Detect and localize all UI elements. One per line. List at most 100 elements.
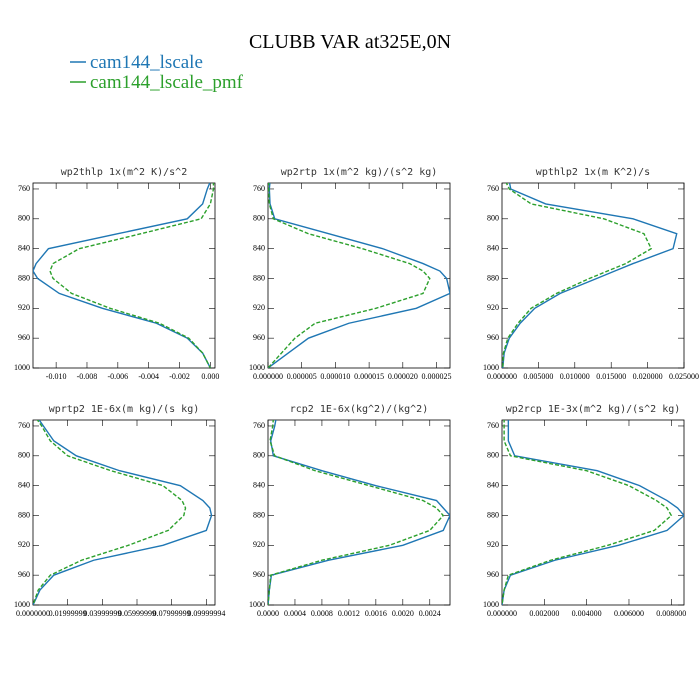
profile-line bbox=[268, 420, 450, 605]
x-tick-label: -0.010 bbox=[46, 372, 67, 381]
y-tick-label: 960 bbox=[487, 570, 499, 579]
y-tick-label: 880 bbox=[18, 273, 30, 282]
x-tick-label: 0.020000 bbox=[633, 372, 663, 381]
x-tick-label: 0.000020 bbox=[388, 372, 418, 381]
y-tick-label: 840 bbox=[18, 243, 30, 252]
y-tick-label: 880 bbox=[487, 510, 499, 519]
plot-frame bbox=[267, 182, 451, 369]
y-tick-label: 760 bbox=[18, 184, 30, 193]
y-tick-label: 960 bbox=[253, 570, 265, 579]
x-tick-label: -0.006 bbox=[107, 372, 128, 381]
panel-title: wp2rtp 1x(m^2 kg)/(s^2 kg) bbox=[281, 167, 438, 178]
profile-line bbox=[502, 183, 678, 368]
y-tick-label: 1000 bbox=[14, 363, 30, 372]
x-tick-label: 0.000000 bbox=[253, 372, 283, 381]
y-tick-label: 800 bbox=[18, 214, 30, 223]
plot-frame bbox=[501, 419, 685, 606]
x-tick-label: 0.006000 bbox=[614, 609, 644, 618]
x-tick-label: 0.000 bbox=[201, 372, 219, 381]
x-tick-label: -0.008 bbox=[77, 372, 98, 381]
panel-title: wp2rcp 1E-3x(m^2 kg)/(s^2 kg) bbox=[506, 404, 681, 415]
x-tick-label: 0.000010 bbox=[320, 372, 350, 381]
y-tick-label: 920 bbox=[487, 303, 499, 312]
y-tick-label: 760 bbox=[487, 421, 499, 430]
profile-line bbox=[33, 183, 211, 368]
x-tick-label: 0.09999994 bbox=[187, 609, 225, 618]
x-tick-label: 0.000005 bbox=[287, 372, 317, 381]
x-tick-label: 0.0000000 bbox=[16, 609, 50, 618]
x-tick-label: 0.07999999 bbox=[153, 609, 191, 618]
y-tick-label: 800 bbox=[18, 451, 30, 460]
y-tick-label: 880 bbox=[18, 510, 30, 519]
figure-title: CLUBB VAR at325E,0N bbox=[249, 31, 451, 53]
x-tick-label: 0.03999999 bbox=[83, 609, 121, 618]
profile-line bbox=[268, 420, 445, 605]
x-tick-label: 0.0004 bbox=[284, 609, 306, 618]
legend-label: cam144_lscale bbox=[90, 52, 203, 73]
x-tick-label: 0.0000 bbox=[257, 609, 279, 618]
y-tick-label: 1000 bbox=[14, 600, 30, 609]
profile-line bbox=[268, 183, 431, 368]
y-tick-label: 880 bbox=[487, 273, 499, 282]
profile-line bbox=[502, 183, 653, 368]
y-tick-label: 840 bbox=[487, 480, 499, 489]
x-tick-label: 0.005000 bbox=[523, 372, 553, 381]
y-tick-label: 760 bbox=[487, 184, 499, 193]
y-tick-label: 840 bbox=[253, 480, 265, 489]
x-tick-label: 0.010000 bbox=[560, 372, 590, 381]
profile-line bbox=[33, 420, 187, 605]
y-tick-label: 800 bbox=[253, 451, 265, 460]
y-tick-label: 880 bbox=[253, 510, 265, 519]
x-tick-label: 0.05999999 bbox=[118, 609, 156, 618]
plot-frame bbox=[267, 419, 451, 606]
profile-line bbox=[268, 183, 450, 368]
panel-title: wp2thlp 1x(m^2 K)/s^2 bbox=[61, 167, 187, 178]
x-tick-label: 0.0016 bbox=[365, 609, 387, 618]
y-tick-label: 840 bbox=[253, 243, 265, 252]
y-tick-label: 920 bbox=[253, 303, 265, 312]
panel-title: wpthlp2 1x(m K^2)/s bbox=[536, 167, 650, 178]
y-tick-label: 840 bbox=[487, 243, 499, 252]
y-tick-label: 760 bbox=[253, 184, 265, 193]
y-tick-label: 960 bbox=[18, 333, 30, 342]
x-tick-label: 0.000015 bbox=[354, 372, 384, 381]
plot-frame bbox=[32, 182, 216, 369]
panel-title: wprtp2 1E-6x(m kg)/(s kg) bbox=[49, 404, 200, 415]
y-tick-label: 1000 bbox=[249, 600, 265, 609]
y-tick-label: 1000 bbox=[483, 363, 499, 372]
y-tick-label: 800 bbox=[487, 214, 499, 223]
y-tick-label: 1000 bbox=[249, 363, 265, 372]
y-tick-label: 920 bbox=[487, 540, 499, 549]
y-tick-label: 960 bbox=[18, 570, 30, 579]
y-tick-label: 960 bbox=[487, 333, 499, 342]
x-tick-label: 0.004000 bbox=[572, 609, 602, 618]
x-tick-label: 0.025000 bbox=[669, 372, 699, 381]
y-tick-label: 920 bbox=[18, 540, 30, 549]
x-tick-label: 0.0020 bbox=[392, 609, 414, 618]
x-tick-label: -0.004 bbox=[138, 372, 159, 381]
profile-line bbox=[33, 420, 213, 605]
x-tick-label: 0.0024 bbox=[419, 609, 441, 618]
y-tick-label: 760 bbox=[253, 421, 265, 430]
x-tick-label: 0.015000 bbox=[596, 372, 626, 381]
y-tick-label: 880 bbox=[253, 273, 265, 282]
y-tick-label: 960 bbox=[253, 333, 265, 342]
y-tick-label: 920 bbox=[18, 303, 30, 312]
x-tick-label: 0.008000 bbox=[656, 609, 686, 618]
x-tick-label: -0.002 bbox=[169, 372, 190, 381]
profile-line bbox=[49, 183, 215, 368]
y-tick-label: 840 bbox=[18, 480, 30, 489]
y-tick-label: 920 bbox=[253, 540, 265, 549]
y-tick-label: 800 bbox=[487, 451, 499, 460]
x-tick-label: 0.0012 bbox=[338, 609, 360, 618]
profile-line bbox=[502, 420, 684, 605]
x-tick-label: 0.0008 bbox=[311, 609, 333, 618]
legend-label: cam144_lscale_pmf bbox=[90, 72, 244, 93]
y-tick-label: 1000 bbox=[483, 600, 499, 609]
profile-line bbox=[502, 420, 673, 605]
y-tick-label: 800 bbox=[253, 214, 265, 223]
plot-frame bbox=[32, 419, 216, 606]
x-tick-label: 0.002000 bbox=[529, 609, 559, 618]
x-tick-label: 0.01999999 bbox=[49, 609, 87, 618]
